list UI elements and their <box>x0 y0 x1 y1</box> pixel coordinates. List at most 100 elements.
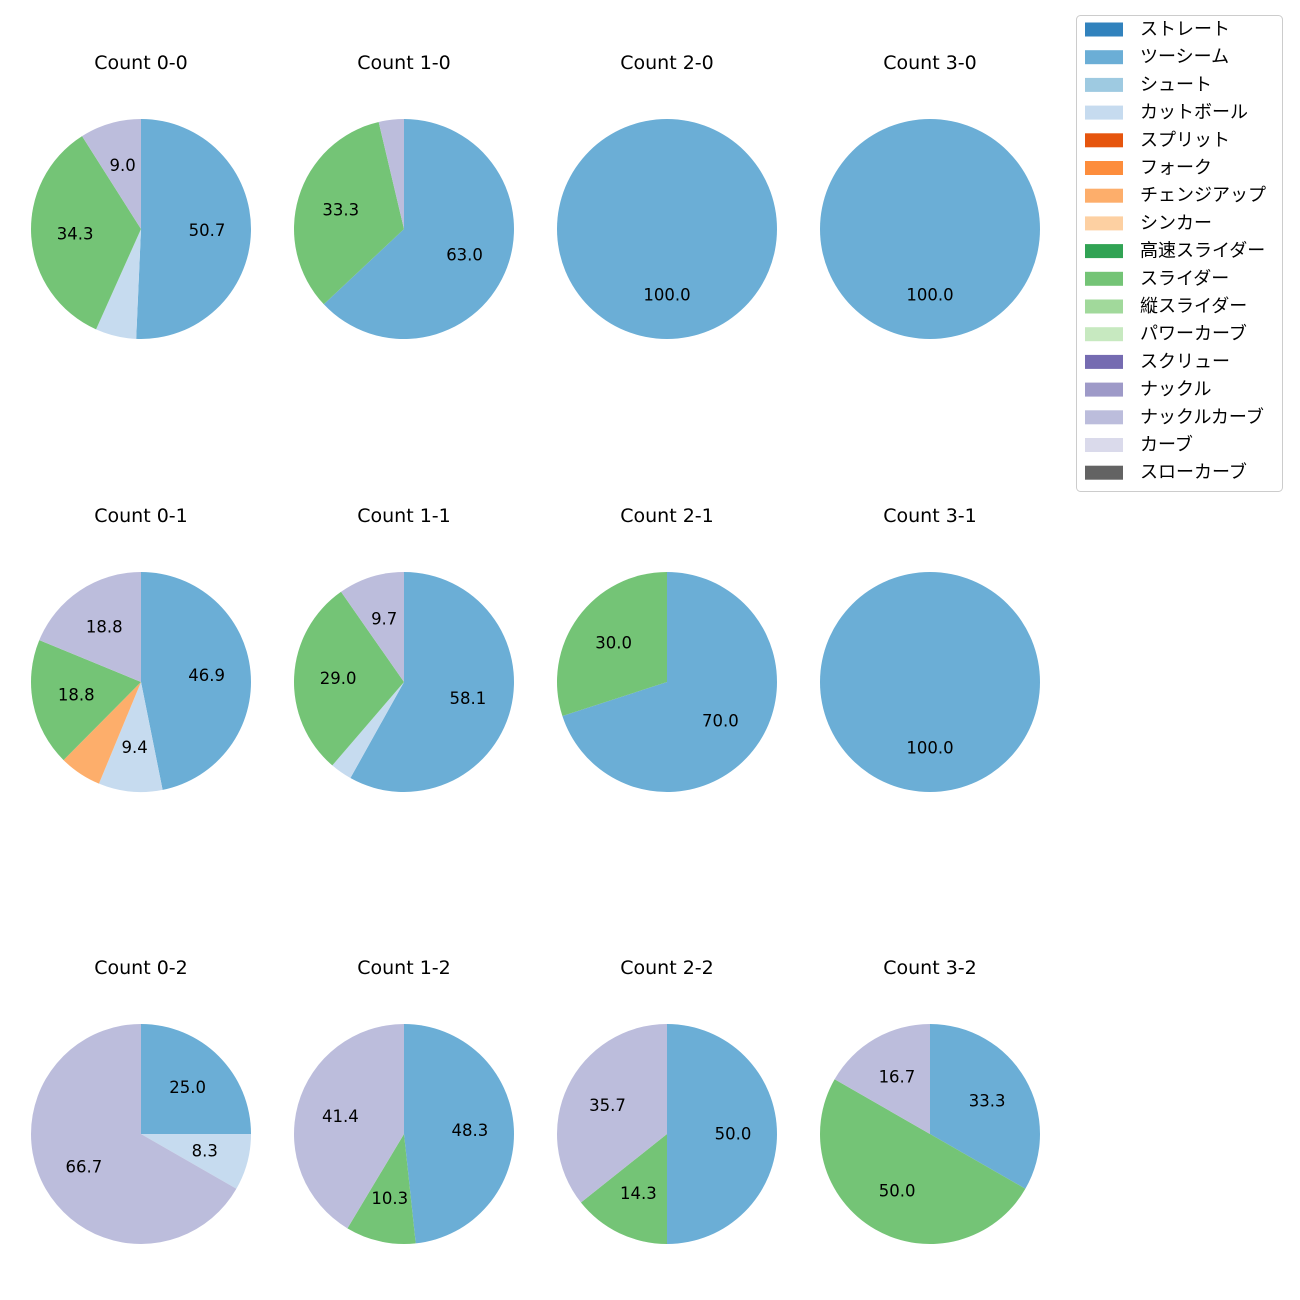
slice-label: 50.0 <box>879 1182 916 1201</box>
legend-swatch <box>1085 188 1123 203</box>
pie-title: Count 0-2 <box>94 957 188 979</box>
pie-panel: Count 0-0 50.7 34.3 9.0 <box>31 52 252 340</box>
slice-label: 18.8 <box>58 686 95 705</box>
legend-label: チェンジアップ <box>1140 185 1266 206</box>
legend-label: スローカーブ <box>1140 461 1247 483</box>
pie-panel: Count 0-2 25.0 8.3 66.7 <box>30 957 251 1245</box>
legend-frame <box>1076 15 1283 492</box>
slice-label: 16.7 <box>879 1067 916 1086</box>
pie-panel: Count 1-1 58.1 29.0 9.7 <box>294 505 514 792</box>
pie-slice <box>136 119 252 340</box>
legend-swatch <box>1085 382 1123 397</box>
legend-swatch <box>1085 77 1123 92</box>
slice-label: 33.3 <box>969 1091 1006 1110</box>
pie-slice <box>404 1024 514 1244</box>
pie-slice <box>293 121 404 305</box>
pie-title: Count 1-2 <box>357 957 451 979</box>
slice-label: 29.0 <box>320 669 357 688</box>
pie-panel: Count 2-1 70.0 30.0 <box>557 505 777 792</box>
pie-title: Count 3-2 <box>883 957 977 979</box>
slice-label: 48.3 <box>452 1121 489 1140</box>
pie-title: Count 0-1 <box>94 505 188 527</box>
slice-label: 9.7 <box>371 610 397 629</box>
legend-label: 縦スライダー <box>1140 296 1247 317</box>
pie-slice <box>557 119 777 339</box>
slice-label: 10.3 <box>371 1189 408 1208</box>
pie-title: Count 2-0 <box>620 52 714 74</box>
legend-swatch <box>1085 244 1123 259</box>
slice-label: 46.9 <box>188 666 225 685</box>
pie-title: Count 1-0 <box>357 52 451 74</box>
pie-panel: Count 3-0 100.0 <box>820 52 1040 339</box>
slice-label: 14.3 <box>620 1184 657 1203</box>
pie-slice <box>323 119 514 339</box>
pie-slice <box>834 1024 930 1134</box>
legend-label: スライダー <box>1140 268 1229 289</box>
pie-panel: Count 2-0 100.0 <box>557 52 777 339</box>
pie-slice <box>30 1024 237 1245</box>
legend: ストレートツーシームシュートカットボールスプリットフォークチェンジアップシンカー… <box>1076 15 1283 492</box>
pie-title: Count 1-1 <box>357 505 451 527</box>
pie-slice <box>350 572 514 792</box>
pie-slice <box>39 572 141 682</box>
pie-title: Count 2-2 <box>620 957 714 979</box>
legend-swatch <box>1085 161 1123 175</box>
legend-swatch <box>1085 465 1123 480</box>
pie-slice <box>63 682 141 784</box>
pie-slice <box>294 591 404 766</box>
slice-label: 50.7 <box>189 221 226 240</box>
pie-slice <box>556 1023 667 1203</box>
pie-panel: Count 1-0 63.0 33.3 <box>293 52 514 339</box>
legend-label: フォーク <box>1140 158 1212 179</box>
slice-label: 63.0 <box>446 246 483 265</box>
legend-label: カットボール <box>1140 102 1248 123</box>
legend-label: ストレート <box>1140 19 1230 40</box>
legend-swatch <box>1085 133 1123 148</box>
pie-panel: Count 1-2 48.3 10.3 41.4 <box>294 957 514 1244</box>
legend-label: スプリット <box>1140 130 1230 151</box>
pie-slice <box>30 640 141 761</box>
slice-label: 9.0 <box>109 156 135 175</box>
pie-panel: Count 3-1 100.0 <box>820 505 1040 792</box>
slice-label: 33.3 <box>322 200 359 219</box>
pie-slice <box>580 1134 667 1244</box>
pie-slice <box>141 1024 251 1134</box>
pie-slice <box>96 229 141 339</box>
pie-slice <box>82 119 141 229</box>
pie-panel: Count 0-1 46.9 9.4 18.8 18.8 <box>30 505 251 792</box>
slice-label: 70.0 <box>702 711 739 730</box>
legend-label: パワーカーブ <box>1140 323 1247 345</box>
legend-swatch <box>1085 438 1123 452</box>
pie-slice <box>819 1079 1026 1244</box>
pie-slice <box>341 572 404 682</box>
slice-label: 100.0 <box>906 286 953 305</box>
pie-slice <box>557 572 667 716</box>
slice-label: 50.0 <box>715 1125 752 1144</box>
pie-slice <box>294 1024 404 1229</box>
pie-slice <box>347 1134 416 1244</box>
pie-slice <box>820 572 1040 792</box>
legend-swatch <box>1085 271 1123 286</box>
legend-swatch <box>1085 299 1123 314</box>
legend-label: 高速スライダー <box>1140 241 1265 262</box>
slice-label: 9.4 <box>121 738 147 757</box>
legend-label: カーブ <box>1140 434 1193 456</box>
slice-label: 41.4 <box>322 1107 359 1126</box>
slice-label: 30.0 <box>595 634 632 653</box>
slice-label: 58.1 <box>449 689 486 708</box>
pie-slice <box>141 1134 251 1189</box>
slice-label: 66.7 <box>66 1158 103 1177</box>
legend-label: ナックルカーブ <box>1140 406 1264 428</box>
legend-label: ナックル <box>1140 379 1211 400</box>
slice-label: 100.0 <box>643 286 690 305</box>
pie-title: Count 3-1 <box>883 505 977 527</box>
slice-label: 35.7 <box>589 1096 626 1115</box>
legend-label: シュート <box>1140 74 1212 95</box>
legend-label: ツーシーム <box>1140 47 1229 68</box>
pie-slice <box>31 136 141 330</box>
slice-label: 34.3 <box>57 224 94 243</box>
pie-title: Count 3-0 <box>883 52 977 74</box>
legend-swatch <box>1085 50 1123 65</box>
